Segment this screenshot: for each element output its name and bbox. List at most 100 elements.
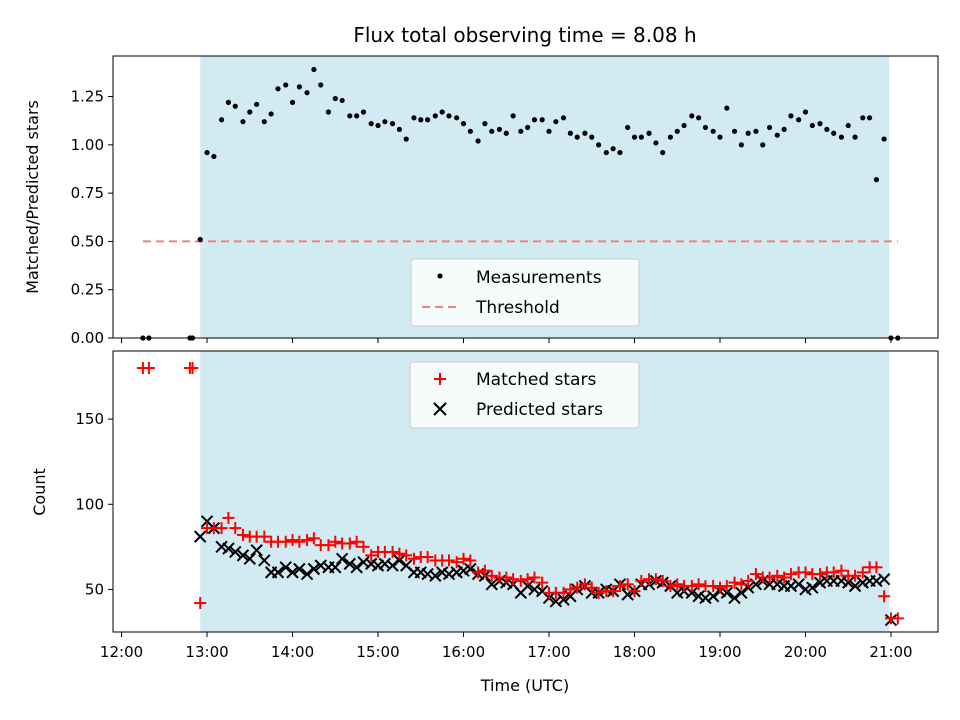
measurement-point [689,113,695,119]
predicted-star-stroke [414,566,427,579]
predicted-star-stroke [293,562,306,576]
bottom-x-tick-label: 12:00 [100,643,143,661]
top-x-ticks [121,338,892,343]
predicted-star-point [706,590,720,603]
measurement-point [753,128,759,134]
matched-star-point [856,566,869,579]
measurement-point [525,124,531,131]
measurement-point [589,134,595,140]
matched-star-point [720,580,733,593]
measurement-point [653,140,659,146]
measurement-point [660,149,666,156]
matched-star-point [457,552,470,565]
matched-star-point [891,612,904,625]
predicted-star-stroke [215,540,228,554]
matched-star-point [514,574,527,587]
matched-star-point [500,571,513,584]
matched-star-point [293,535,306,548]
measurement-point [510,113,516,119]
predicted-star-point [735,586,748,600]
predicted-star-stroke [222,542,235,555]
matched-star-point [870,561,883,574]
bottom-x-tick-label: 20:00 [784,643,827,661]
predicted-star-stroke [329,561,342,574]
matched-star-point [386,545,399,558]
predicted-star-point [293,562,306,576]
measurement-point [766,124,773,131]
measurement-point [582,130,588,136]
matched-star-point [279,535,292,548]
predicted-star-stroke [735,586,748,600]
measurement-point [781,126,787,132]
matched-star-point [400,549,413,562]
matched-star-point [585,581,598,594]
measurement-point [375,122,381,129]
measurement-point [603,149,609,156]
predicted-star-stroke [699,591,712,605]
predicted-star-stroke [842,576,855,589]
measurement-point [304,90,310,96]
matched-star-point [464,554,477,567]
bottom-y-axis-label: Count [30,468,49,516]
matched-star-point [763,571,776,584]
predicted-star-stroke [806,581,819,594]
predicted-star-stroke [557,593,570,606]
matched-star-point [365,549,378,562]
measurement-point [439,109,445,115]
measurement-point [802,109,809,115]
bottom-x-tick-label: 16:00 [442,643,485,661]
measurement-point [809,122,815,129]
matched-star-point [258,530,271,543]
legend-marker-predicted [433,402,447,416]
matched-star-point [472,566,485,579]
measurement-point [261,119,267,125]
predicted-star-stroke [193,530,207,543]
predicted-star-stroke [784,579,798,593]
matched-star-point [564,583,577,596]
predicted-star-point [557,593,570,606]
predicted-star-point [792,578,805,591]
top-axes-frame [112,55,939,339]
measurement-point [232,103,238,109]
matched-star-point [528,571,541,584]
measurement-point [311,66,317,73]
matched-star-point [571,581,584,594]
measurement-point [275,86,281,92]
matched-star-point [778,571,791,584]
measurement-point [881,136,887,142]
measurement-point [396,126,402,132]
matched-star-point [286,534,299,547]
matched-star-point [742,574,755,587]
legend-label-predicted: Predicted stars [476,400,603,420]
measurement-point [332,95,338,102]
measurement-point [211,153,217,160]
matched-star-point [236,528,249,541]
predicted-star-stroke [300,567,314,581]
measurement-points [140,66,901,341]
matched-star-point [322,539,335,552]
matched-star-point [814,568,827,581]
matched-star-point [507,573,520,586]
predicted-star-stroke [706,590,720,603]
measurement-point [738,142,744,148]
measurement-point [710,128,716,134]
measurement-point [197,236,203,243]
predicted-star-point [343,557,357,571]
measurement-point [389,121,396,127]
measurement-point [296,84,302,90]
predicted-star-stroke [835,574,848,588]
measurement-point [325,109,332,115]
predicted-star-stroke [200,515,214,528]
predicted-star-stroke [877,572,891,586]
predicted-star-stroke [728,591,741,605]
measurement-point [860,115,866,121]
predicted-star-stroke [535,584,549,598]
measurement-point [482,121,488,127]
matched-star-point [621,578,634,591]
measurement-point [845,122,851,129]
predicted-star-stroke [771,578,784,591]
matched-star-point [442,554,455,567]
measurement-point [454,115,460,121]
